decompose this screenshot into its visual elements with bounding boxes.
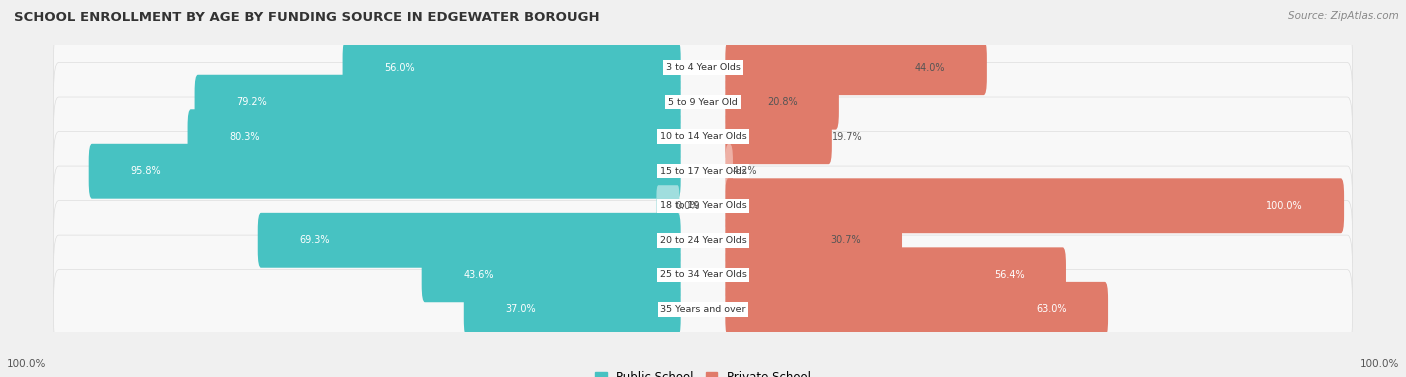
FancyBboxPatch shape xyxy=(464,282,681,337)
Text: 100.0%: 100.0% xyxy=(1265,201,1302,211)
FancyBboxPatch shape xyxy=(53,28,1353,107)
Text: 4.2%: 4.2% xyxy=(733,166,758,176)
Text: 37.0%: 37.0% xyxy=(505,304,536,314)
Text: 80.3%: 80.3% xyxy=(229,132,260,142)
Text: 19.7%: 19.7% xyxy=(832,132,862,142)
Text: 56.0%: 56.0% xyxy=(384,63,415,73)
Text: 35 Years and over: 35 Years and over xyxy=(661,305,745,314)
Text: 100.0%: 100.0% xyxy=(1360,359,1399,369)
FancyBboxPatch shape xyxy=(725,40,987,95)
Text: 20 to 24 Year Olds: 20 to 24 Year Olds xyxy=(659,236,747,245)
FancyBboxPatch shape xyxy=(53,201,1353,280)
FancyBboxPatch shape xyxy=(187,109,681,164)
FancyBboxPatch shape xyxy=(53,235,1353,314)
Text: 5 to 9 Year Old: 5 to 9 Year Old xyxy=(668,98,738,107)
Text: 44.0%: 44.0% xyxy=(915,63,945,73)
FancyBboxPatch shape xyxy=(725,282,1108,337)
Text: 10 to 14 Year Olds: 10 to 14 Year Olds xyxy=(659,132,747,141)
FancyBboxPatch shape xyxy=(725,247,1066,302)
FancyBboxPatch shape xyxy=(725,75,839,130)
FancyBboxPatch shape xyxy=(657,185,679,226)
Text: 63.0%: 63.0% xyxy=(1036,304,1067,314)
Legend: Public School, Private School: Public School, Private School xyxy=(591,366,815,377)
Text: 25 to 34 Year Olds: 25 to 34 Year Olds xyxy=(659,270,747,279)
Text: 0.0%: 0.0% xyxy=(675,201,700,211)
FancyBboxPatch shape xyxy=(725,144,733,199)
FancyBboxPatch shape xyxy=(53,63,1353,142)
FancyBboxPatch shape xyxy=(53,270,1353,349)
FancyBboxPatch shape xyxy=(194,75,681,130)
FancyBboxPatch shape xyxy=(257,213,681,268)
Text: 43.6%: 43.6% xyxy=(463,270,494,280)
Text: Source: ZipAtlas.com: Source: ZipAtlas.com xyxy=(1288,11,1399,21)
FancyBboxPatch shape xyxy=(422,247,681,302)
FancyBboxPatch shape xyxy=(725,178,1344,233)
Text: 100.0%: 100.0% xyxy=(7,359,46,369)
FancyBboxPatch shape xyxy=(89,144,681,199)
Text: 79.2%: 79.2% xyxy=(236,97,267,107)
FancyBboxPatch shape xyxy=(53,97,1353,176)
FancyBboxPatch shape xyxy=(53,166,1353,245)
Text: 3 to 4 Year Olds: 3 to 4 Year Olds xyxy=(665,63,741,72)
Text: 69.3%: 69.3% xyxy=(299,235,329,245)
FancyBboxPatch shape xyxy=(53,132,1353,211)
Text: 15 to 17 Year Olds: 15 to 17 Year Olds xyxy=(659,167,747,176)
FancyBboxPatch shape xyxy=(725,213,903,268)
Text: 30.7%: 30.7% xyxy=(830,235,860,245)
Text: SCHOOL ENROLLMENT BY AGE BY FUNDING SOURCE IN EDGEWATER BOROUGH: SCHOOL ENROLLMENT BY AGE BY FUNDING SOUR… xyxy=(14,11,600,24)
FancyBboxPatch shape xyxy=(343,40,681,95)
Text: 18 to 19 Year Olds: 18 to 19 Year Olds xyxy=(659,201,747,210)
Text: 20.8%: 20.8% xyxy=(766,97,797,107)
FancyBboxPatch shape xyxy=(725,109,832,164)
Text: 56.4%: 56.4% xyxy=(994,270,1025,280)
Text: 95.8%: 95.8% xyxy=(131,166,160,176)
